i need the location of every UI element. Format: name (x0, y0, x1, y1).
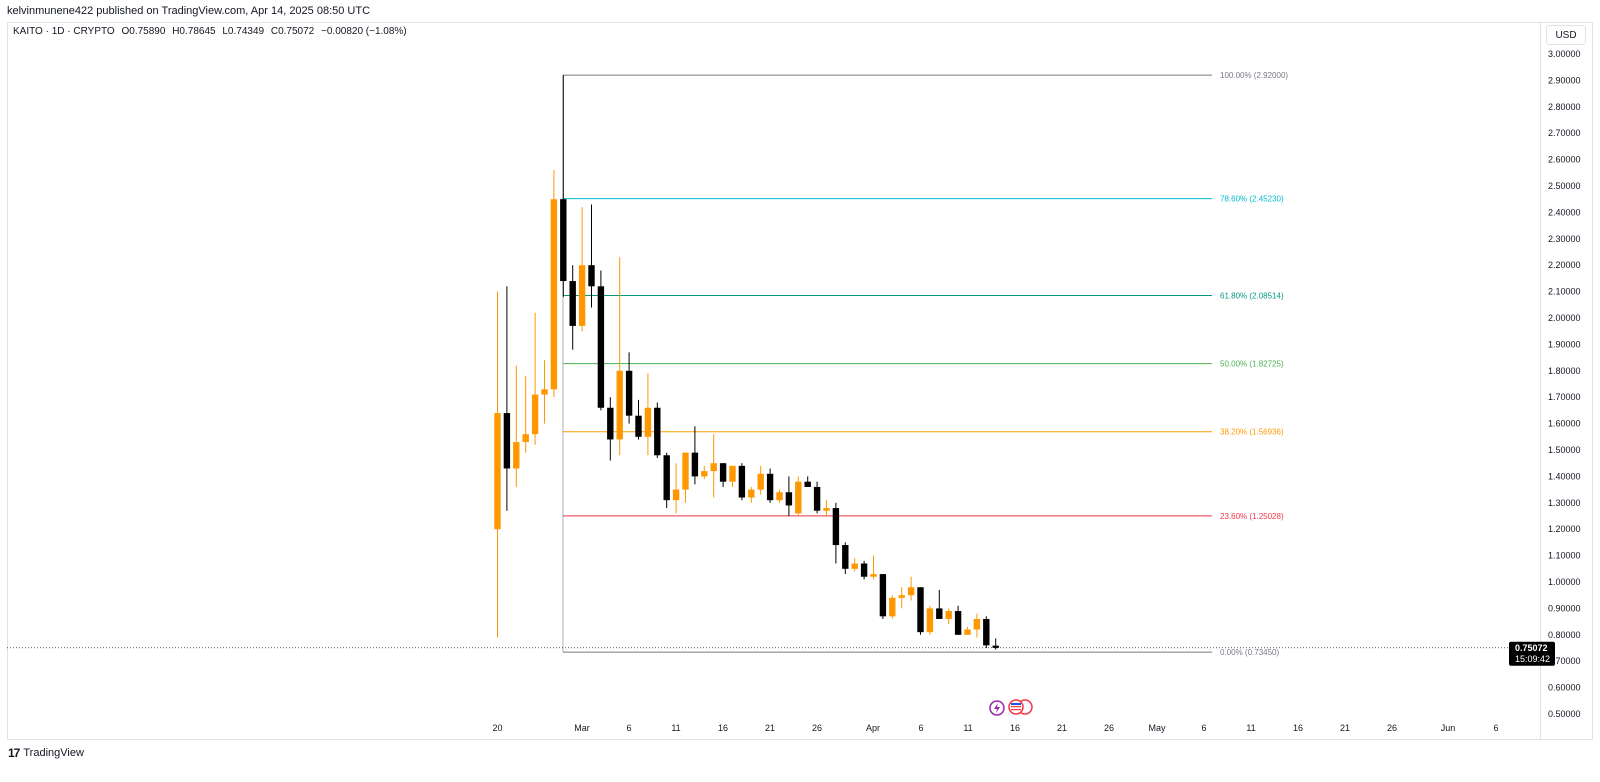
low-value: L0.74349 (222, 26, 265, 37)
tradingview-brand: TradingView (23, 747, 84, 759)
currency-button[interactable]: USD (1546, 25, 1586, 45)
chart-frame (7, 22, 1593, 740)
tradingview-logo[interactable]: 17 TradingView (8, 746, 84, 760)
tradingview-logo-icon: 17 (8, 746, 20, 760)
symbol-label[interactable]: KAITO · 1D · CRYPTO (13, 26, 115, 37)
open-value: O0.75890 (121, 26, 166, 37)
price-axis-divider (1540, 22, 1541, 740)
ohlc-legend: KAITO · 1D · CRYPTO O0.75890 H0.78645 L0… (13, 26, 411, 37)
high-value: H0.78645 (172, 26, 216, 37)
change-value: −0.00820 (−1.08%) (321, 26, 407, 37)
close-value: C0.75072 (270, 26, 315, 37)
published-caption: kelvinmunene422 published on TradingView… (7, 5, 371, 17)
